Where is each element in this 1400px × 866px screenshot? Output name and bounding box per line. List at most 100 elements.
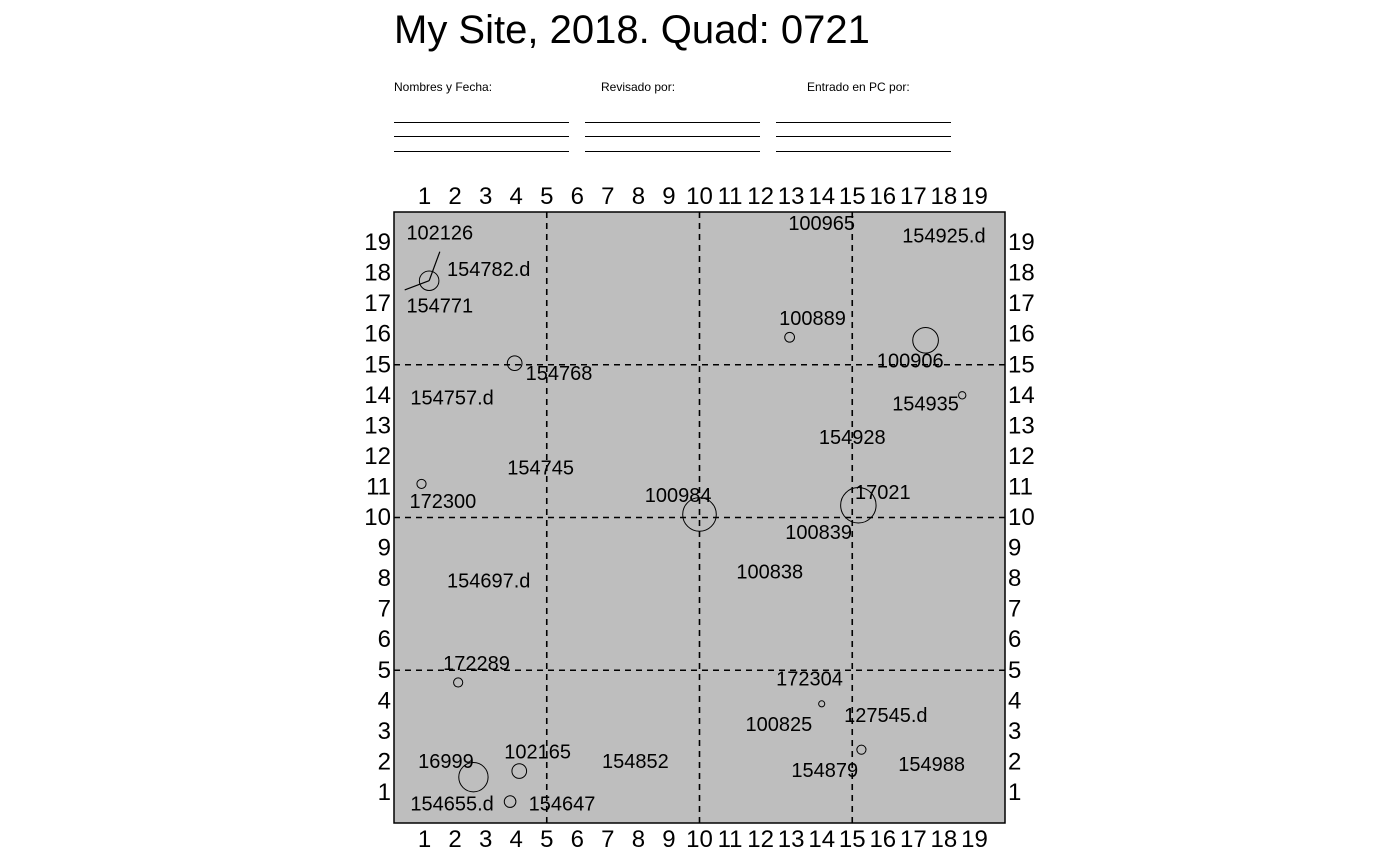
y-tick-label-left: 17 xyxy=(364,290,391,317)
signature-line[interactable] xyxy=(585,136,760,137)
stem-circle xyxy=(458,762,489,793)
y-tick-label-right: 18 xyxy=(1008,260,1035,287)
x-tick-label-top: 16 xyxy=(869,183,896,210)
signature-line[interactable] xyxy=(394,136,569,137)
y-tick-label-left: 3 xyxy=(378,718,391,745)
y-tick-label-left: 9 xyxy=(378,535,391,562)
stem-circle xyxy=(511,763,528,779)
x-tick-label-top: 17 xyxy=(900,183,927,210)
x-tick-label-top: 10 xyxy=(686,183,713,210)
y-tick-label-left: 19 xyxy=(364,229,391,256)
signature-line[interactable] xyxy=(776,136,951,137)
tag-label: 154988 xyxy=(898,754,965,776)
x-tick-label-bottom: 4 xyxy=(510,826,523,853)
stem-circle xyxy=(784,331,796,343)
tag-label: 127545.d xyxy=(844,705,927,727)
tag-label: 100984 xyxy=(645,485,712,507)
stem-circle xyxy=(418,270,440,292)
tag-label: 154771 xyxy=(406,296,473,318)
y-tick-label-right: 3 xyxy=(1008,718,1021,745)
x-tick-label-top: 8 xyxy=(632,183,645,210)
y-tick-label-left: 10 xyxy=(364,504,391,531)
entered-pc-label: Entrado en PC por: xyxy=(807,80,910,94)
y-tick-label-right: 4 xyxy=(1008,687,1021,714)
y-tick-label-right: 19 xyxy=(1008,229,1035,256)
tag-label: 154925.d xyxy=(902,225,985,247)
y-tick-label-left: 8 xyxy=(378,565,391,592)
x-tick-label-top: 9 xyxy=(662,183,675,210)
tag-label: 154655.d xyxy=(410,794,493,816)
reviewed-by-label: Revisado por: xyxy=(601,80,676,94)
tag-label: 154745 xyxy=(507,458,574,480)
tag-label: 154697.d xyxy=(447,571,530,593)
x-tick-label-bottom: 1 xyxy=(418,826,431,853)
y-tick-label-left: 15 xyxy=(364,351,391,378)
tag-label: 154879 xyxy=(791,760,858,782)
y-tick-label-right: 13 xyxy=(1008,412,1035,439)
x-tick-label-top: 15 xyxy=(839,183,866,210)
signature-line[interactable] xyxy=(394,122,569,123)
tag-label: 154782.d xyxy=(447,259,530,281)
x-tick-label-bottom: 5 xyxy=(540,826,553,853)
y-tick-label-right: 12 xyxy=(1008,443,1035,470)
y-tick-label-left: 14 xyxy=(364,382,391,409)
plot-frame xyxy=(393,211,1006,824)
signature-line[interactable] xyxy=(776,151,951,152)
tag-label: 172304 xyxy=(776,668,843,690)
y-tick-label-right: 10 xyxy=(1008,504,1035,531)
x-tick-label-bottom: 6 xyxy=(571,826,584,853)
x-tick-label-bottom: 18 xyxy=(931,826,958,853)
signature-line[interactable] xyxy=(394,151,569,152)
stem-circle xyxy=(818,700,826,708)
x-tick-label-bottom: 16 xyxy=(869,826,896,853)
x-tick-label-top: 12 xyxy=(747,183,774,210)
leader-line xyxy=(428,251,441,281)
stem-circle xyxy=(958,391,967,400)
y-tick-label-left: 5 xyxy=(378,657,391,684)
x-tick-label-bottom: 3 xyxy=(479,826,492,853)
x-tick-label-bottom: 14 xyxy=(808,826,835,853)
y-tick-label-left: 1 xyxy=(378,779,391,806)
x-tick-label-top: 7 xyxy=(601,183,614,210)
signature-line[interactable] xyxy=(585,122,760,123)
tag-label: 100838 xyxy=(736,561,803,583)
stem-circle xyxy=(503,795,517,808)
y-tick-label-right: 9 xyxy=(1008,535,1021,562)
tag-label: 16999 xyxy=(418,751,474,773)
x-tick-label-top: 2 xyxy=(448,183,461,210)
signature-line[interactable] xyxy=(585,151,760,152)
y-tick-label-right: 16 xyxy=(1008,321,1035,348)
y-tick-label-right: 7 xyxy=(1008,596,1021,623)
y-tick-label-left: 18 xyxy=(364,260,391,287)
tag-label: 102165 xyxy=(504,742,571,764)
y-tick-label-right: 8 xyxy=(1008,565,1021,592)
tag-label: 172300 xyxy=(410,491,477,513)
tag-label: 154928 xyxy=(819,427,886,449)
y-tick-label-right: 2 xyxy=(1008,748,1021,775)
x-tick-label-top: 1 xyxy=(418,183,431,210)
y-tick-label-right: 5 xyxy=(1008,657,1021,684)
signature-line[interactable] xyxy=(776,122,951,123)
x-tick-label-bottom: 8 xyxy=(632,826,645,853)
y-tick-label-right: 14 xyxy=(1008,382,1035,409)
tag-label: 154935 xyxy=(892,393,959,415)
tag-label: 172289 xyxy=(443,653,510,675)
x-tick-label-bottom: 7 xyxy=(601,826,614,853)
stem-circle xyxy=(840,487,877,524)
tag-label: 154768 xyxy=(526,363,593,385)
x-tick-label-top: 6 xyxy=(571,183,584,210)
x-tick-label-bottom: 13 xyxy=(778,826,805,853)
tag-label: 100825 xyxy=(746,714,813,736)
names-date-label: Nombres y Fecha: xyxy=(394,80,493,94)
y-tick-label-right: 11 xyxy=(1008,473,1033,500)
x-tick-label-top: 19 xyxy=(961,183,988,210)
tag-label: 100889 xyxy=(779,308,846,330)
x-tick-label-bottom: 12 xyxy=(747,826,774,853)
x-tick-label-bottom: 19 xyxy=(961,826,988,853)
y-tick-label-left: 4 xyxy=(378,687,391,714)
stem-circle xyxy=(453,677,464,688)
x-tick-label-bottom: 15 xyxy=(839,826,866,853)
x-tick-label-top: 11 xyxy=(718,183,743,210)
y-tick-label-right: 6 xyxy=(1008,626,1021,653)
